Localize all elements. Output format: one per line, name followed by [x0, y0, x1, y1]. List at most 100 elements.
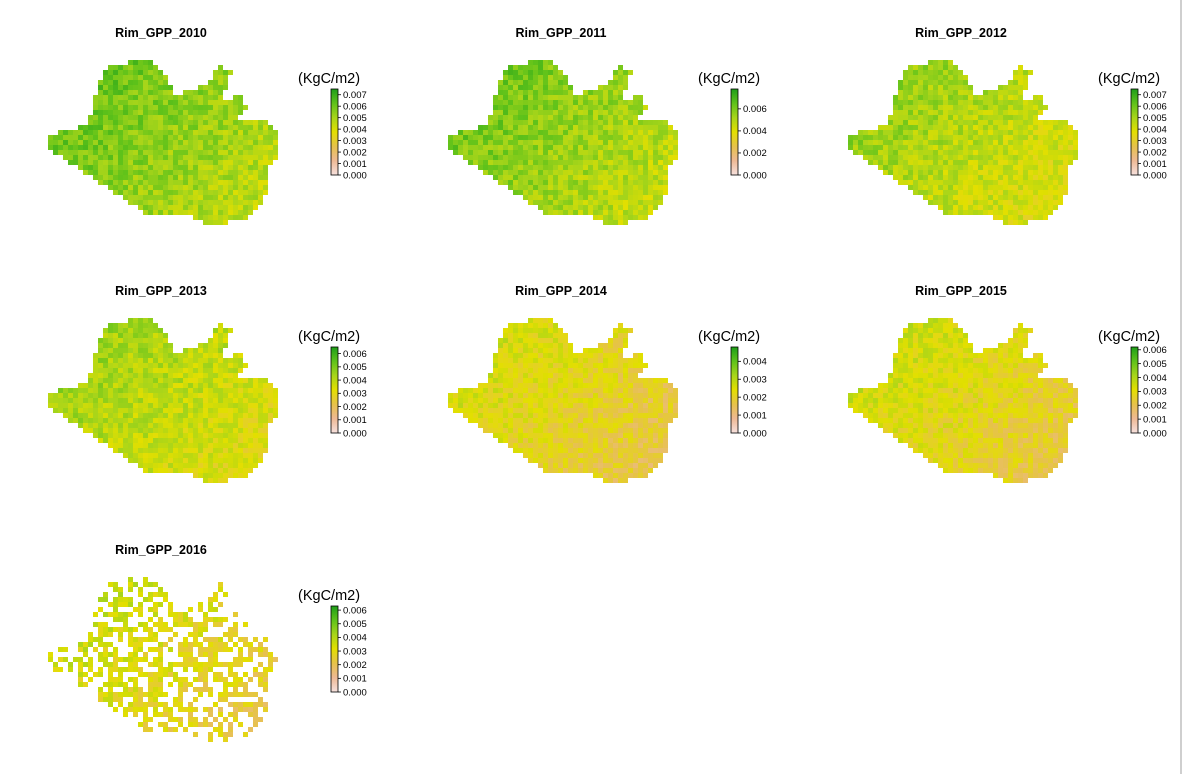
raster-cell: [503, 428, 508, 433]
raster-cell: [168, 433, 173, 438]
raster-cell: [608, 363, 613, 368]
raster-cell: [938, 60, 943, 65]
raster-cell: [253, 418, 258, 423]
raster-cell: [628, 190, 633, 195]
raster-cell: [928, 175, 933, 180]
raster-cell: [173, 353, 178, 358]
raster-cell: [623, 398, 628, 403]
raster-cell: [598, 408, 603, 413]
raster-cell: [553, 468, 558, 473]
raster-cell: [533, 388, 538, 393]
raster-cell: [198, 175, 203, 180]
raster-cell: [148, 90, 153, 95]
raster-cell: [108, 75, 113, 80]
raster-cell: [163, 195, 168, 200]
raster-cell: [983, 155, 988, 160]
raster-cell: [943, 95, 948, 100]
raster-cell: [48, 398, 53, 403]
raster-cell: [148, 70, 153, 75]
raster-cell: [928, 100, 933, 105]
raster-cell: [568, 398, 573, 403]
raster-cell: [898, 180, 903, 185]
raster-cell: [188, 135, 193, 140]
raster-cell: [543, 185, 548, 190]
raster-cell: [253, 130, 258, 135]
raster-cell: [923, 170, 928, 175]
raster-cell: [568, 170, 573, 175]
raster-cell: [973, 165, 978, 170]
raster-cell: [148, 408, 153, 413]
raster-cell: [478, 403, 483, 408]
raster-cell: [493, 378, 498, 383]
raster-cell: [113, 343, 118, 348]
raster-cell: [998, 100, 1003, 105]
raster-cell: [538, 135, 543, 140]
raster-cell: [143, 205, 148, 210]
raster-cell: [953, 323, 958, 328]
raster-cell: [198, 458, 203, 463]
raster-cell: [538, 373, 543, 378]
raster-cell: [928, 328, 933, 333]
raster-cell: [1063, 160, 1068, 165]
raster-cell: [958, 180, 963, 185]
raster-cell: [933, 160, 938, 165]
raster-cell: [88, 125, 93, 130]
raster-cell: [943, 200, 948, 205]
raster-cell: [163, 170, 168, 175]
raster-cell: [878, 150, 883, 155]
raster-cell: [108, 348, 113, 353]
raster-cell: [198, 358, 203, 363]
raster-cell: [628, 210, 633, 215]
raster-cell: [208, 115, 213, 120]
raster-cell: [618, 338, 623, 343]
raster-cell: [483, 383, 488, 388]
raster-cell: [1018, 170, 1023, 175]
raster-cell: [133, 453, 138, 458]
raster-cell: [548, 190, 553, 195]
raster-cell: [73, 155, 78, 160]
raster-cell: [608, 125, 613, 130]
raster-cell: [938, 90, 943, 95]
raster-cell: [953, 195, 958, 200]
raster-cell: [218, 210, 223, 215]
raster-cell: [113, 323, 118, 328]
raster-cell: [923, 105, 928, 110]
raster-cell: [78, 418, 83, 423]
raster-cell: [498, 358, 503, 363]
raster-cell: [213, 368, 218, 373]
legend-colorbar: [1130, 88, 1139, 176]
raster-cell: [993, 155, 998, 160]
raster-cell: [253, 180, 258, 185]
raster-cell: [953, 170, 958, 175]
raster-cell: [603, 100, 608, 105]
raster-cell: [248, 398, 253, 403]
raster-cell: [138, 135, 143, 140]
legend-tick-label: 0.001: [1143, 159, 1167, 170]
raster-cell: [1013, 165, 1018, 170]
raster-cell: [618, 373, 623, 378]
raster-cell: [493, 105, 498, 110]
raster-cell: [193, 433, 198, 438]
raster-cell: [648, 210, 653, 215]
raster-cell: [523, 368, 528, 373]
raster-cell: [668, 398, 673, 403]
raster-cell: [598, 120, 603, 125]
raster-cell: [168, 105, 173, 110]
raster-cell: [643, 135, 648, 140]
panel-title: Rim_GPP_2010: [115, 26, 207, 40]
raster-cell: [933, 75, 938, 80]
raster-cell: [518, 165, 523, 170]
raster-cell: [603, 95, 608, 100]
raster-cell: [933, 190, 938, 195]
raster-cell: [113, 90, 118, 95]
raster-cell: [643, 120, 648, 125]
raster-cell: [618, 125, 623, 130]
raster-cell: [203, 135, 208, 140]
raster-cell: [613, 378, 618, 383]
raster-cell: [158, 403, 163, 408]
raster-cell: [608, 200, 613, 205]
raster-cell: [508, 160, 513, 165]
raster-cell: [558, 125, 563, 130]
raster-cell: [558, 160, 563, 165]
raster-cell: [488, 145, 493, 150]
